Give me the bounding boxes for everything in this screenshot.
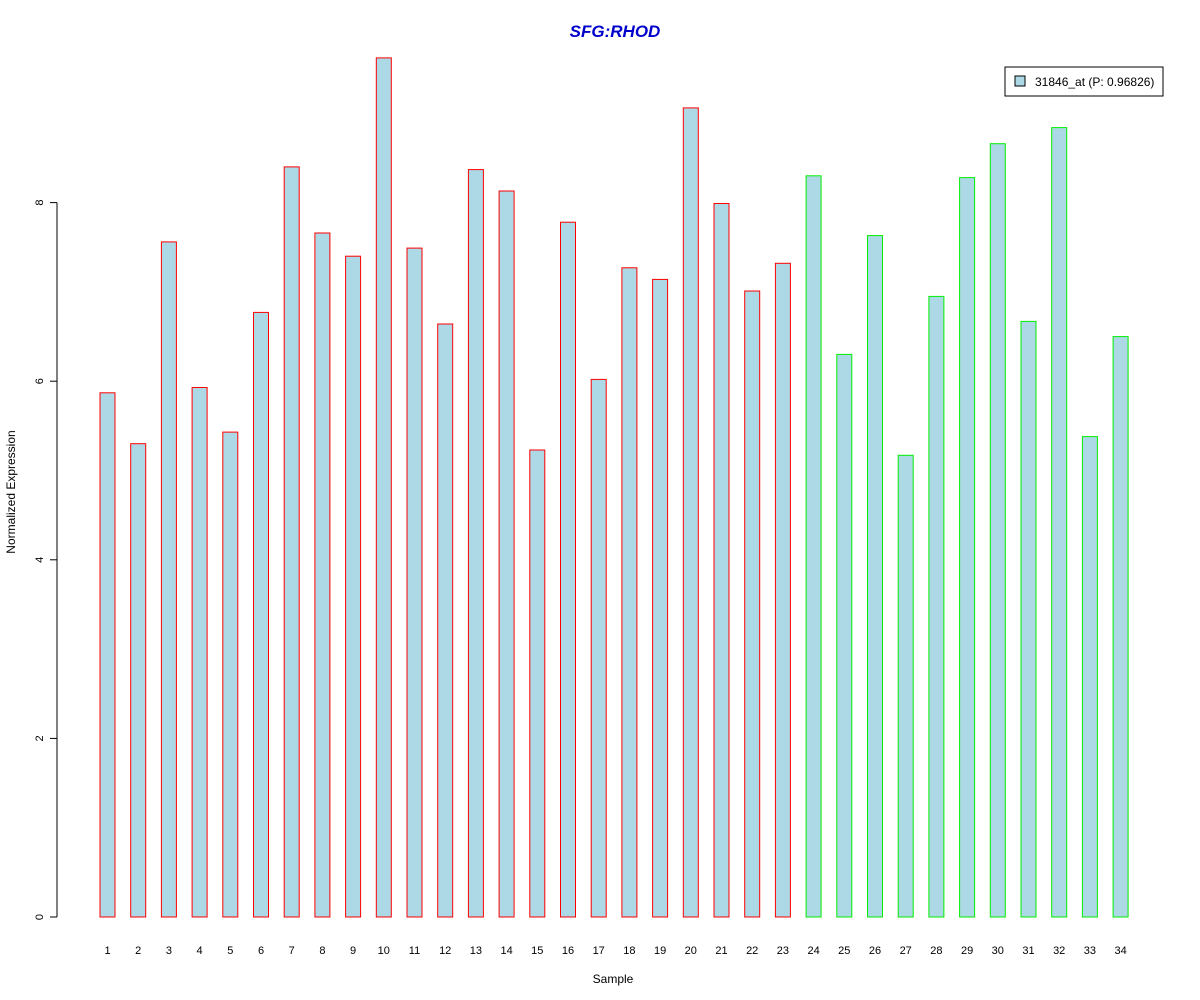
bar-sample-29	[959, 177, 976, 918]
y-axis: 0 2 4 6 8	[34, 200, 58, 920]
x-tick-label: 2	[135, 945, 141, 957]
x-tick-label: 19	[654, 945, 666, 957]
x-tick-label: 3	[166, 945, 172, 957]
x-tick-label: 20	[685, 945, 697, 957]
x-tick-label: 12	[439, 945, 451, 957]
x-tick-label: 23	[777, 945, 789, 957]
x-tick-label: 29	[961, 945, 973, 957]
legend-box	[1004, 66, 1164, 97]
bar-sample-1	[99, 392, 116, 918]
x-tick-label: 30	[992, 945, 1004, 957]
bar-sample-26	[867, 235, 883, 918]
x-tick-label: 15	[531, 945, 543, 957]
bar-sample-21	[713, 203, 730, 918]
bar-sample-31	[1020, 320, 1037, 918]
bar-sample-6	[253, 311, 269, 918]
x-tick-label: 32	[1053, 945, 1065, 957]
bar-sample-8	[314, 232, 331, 918]
x-tick-label: 6	[258, 945, 264, 957]
bar-sample-13	[467, 169, 484, 918]
bar-sample-15	[529, 449, 546, 918]
bar-sample-16	[560, 221, 576, 918]
x-tick-label: 26	[869, 945, 881, 957]
bars-group	[99, 57, 1129, 918]
x-tick-label: 13	[470, 945, 482, 957]
legend-swatch	[1014, 75, 1026, 87]
bar-sample-9	[345, 255, 362, 918]
x-tick-label: 5	[227, 945, 233, 957]
bar-sample-14	[498, 190, 515, 918]
bar-sample-27	[897, 454, 914, 918]
bar-sample-3	[160, 241, 177, 918]
x-tick-label: 14	[500, 945, 512, 957]
bar-sample-30	[989, 143, 1006, 918]
x-tick-label: 1	[104, 945, 110, 957]
bar-sample-5	[222, 431, 239, 918]
y-tick-label: 8	[34, 200, 46, 206]
x-tick-label: 18	[623, 945, 635, 957]
bar-sample-12	[437, 323, 454, 918]
bar-sample-4	[191, 387, 208, 918]
bar-sample-11	[406, 247, 423, 918]
x-axis: 1 2 3 4 5 6 7 8 9 10 11 12 13 14 15 16 17 18 19 20 21 22 23 24 2…	[104, 945, 1126, 957]
bar-sample-17	[590, 378, 607, 918]
x-tick-label: 24	[807, 945, 819, 957]
x-axis-label: Sample	[593, 972, 634, 986]
y-axis-label: Normalized Expression	[4, 430, 18, 553]
x-tick-label: 27	[900, 945, 912, 957]
x-tick-label: 31	[1022, 945, 1034, 957]
bar-sample-18	[621, 267, 638, 918]
bar-sample-24	[805, 175, 822, 918]
bar-sample-20	[682, 107, 699, 918]
legend-label: 31846_at (P: 0.96826)	[1035, 75, 1154, 89]
x-tick-label: 11	[409, 945, 420, 957]
bar-sample-28	[928, 295, 945, 918]
bar-sample-2	[130, 443, 147, 918]
bar-sample-10	[375, 57, 392, 918]
x-tick-label: 7	[289, 945, 295, 957]
x-tick-label: 25	[838, 945, 850, 957]
x-tick-label: 33	[1084, 945, 1096, 957]
bar-sample-33	[1081, 436, 1098, 918]
chart-title: SFG:RHOD	[570, 22, 661, 41]
bar-sample-19	[652, 278, 669, 918]
x-tick-label: 21	[715, 945, 727, 957]
y-tick-label: 6	[34, 378, 46, 384]
x-tick-label: 34	[1114, 945, 1126, 957]
x-tick-label: 8	[319, 945, 325, 957]
bar-sample-32	[1051, 127, 1068, 918]
bar-sample-22	[744, 290, 761, 918]
x-tick-label: 10	[378, 945, 390, 957]
bar-sample-25	[836, 353, 853, 918]
x-tick-label: 17	[593, 945, 605, 957]
legend: 31846_at (P: 0.96826)	[1004, 66, 1164, 97]
y-tick-label: 0	[34, 914, 46, 920]
x-tick-label: 4	[197, 945, 203, 957]
bar-sample-7	[283, 166, 300, 918]
x-tick-label: 22	[746, 945, 758, 957]
x-tick-label: 9	[350, 945, 356, 957]
bar-sample-23	[774, 262, 791, 918]
y-tick-label: 4	[34, 557, 46, 563]
x-tick-label: 16	[562, 945, 574, 957]
bar-sample-34	[1112, 336, 1129, 918]
y-tick-label: 2	[34, 735, 46, 741]
x-tick-label: 28	[930, 945, 942, 957]
